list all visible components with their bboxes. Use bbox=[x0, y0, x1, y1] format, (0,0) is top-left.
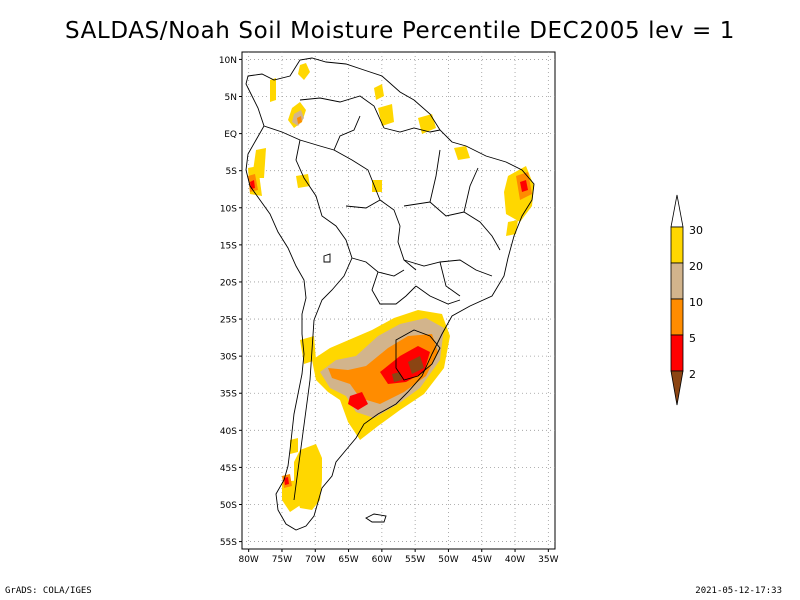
border-venezuela bbox=[299, 95, 385, 129]
latitude-labels: 10N 5N EQ 5S 10S 15S 20S 25S 30S 35S 40S 45S 50S 55S bbox=[219, 56, 242, 548]
lat-tick-label: 35S bbox=[220, 390, 237, 400]
border-brazil-states-1 bbox=[403, 201, 501, 251]
border-chile-argentina bbox=[293, 319, 315, 501]
lat-tick-label: 10S bbox=[220, 204, 237, 214]
colorbar-box-5 bbox=[670, 334, 684, 372]
border-uruguay bbox=[395, 329, 441, 381]
lake-titicaca bbox=[323, 253, 331, 263]
border-bolivia bbox=[345, 199, 405, 277]
shade-peru-yellow bbox=[296, 174, 310, 188]
shade-south-brown-2 bbox=[392, 372, 402, 382]
shade-colombia-orange bbox=[297, 116, 302, 124]
border-brazil-states-4 bbox=[415, 285, 461, 305]
lon-tick-label: 45W bbox=[472, 555, 492, 565]
border-peru bbox=[295, 139, 353, 259]
colorbar-label-10: 10 bbox=[689, 296, 703, 309]
falklands bbox=[365, 513, 387, 523]
border-brazil-west bbox=[333, 149, 417, 271]
map-title: SALDAS/Noah Soil Moisture Percentile DEC… bbox=[64, 18, 736, 44]
lon-tick-label: 60W bbox=[372, 555, 392, 565]
shade-amazon-yellow bbox=[372, 180, 382, 192]
shade-amapa-yellow bbox=[454, 146, 470, 160]
lat-tick-label: EQ bbox=[224, 130, 237, 140]
colorbar: 30 20 10 5 2 bbox=[670, 194, 703, 406]
lat-tick-label: 40S bbox=[220, 427, 237, 437]
border-guianas bbox=[383, 127, 441, 133]
lon-tick-label: 35W bbox=[538, 555, 558, 565]
footer-credit: GrADS: COLA/IGES bbox=[5, 586, 92, 596]
lon-tick-label: 50W bbox=[438, 555, 458, 565]
colorbar-label-2: 2 bbox=[689, 368, 696, 381]
lat-tick-label: 10N bbox=[219, 56, 237, 66]
lat-tick-label: 30S bbox=[220, 353, 237, 363]
colorbar-label-30: 30 bbox=[689, 224, 703, 237]
lat-tick-label: 15S bbox=[220, 241, 237, 251]
border-brazil-states-3 bbox=[403, 259, 493, 297]
shade-south-brown bbox=[408, 356, 424, 374]
footer-timestamp: 2021-05-12-17:33 bbox=[695, 586, 782, 596]
colorbar-box-10 bbox=[670, 298, 684, 336]
shade-guyana-yellow bbox=[378, 104, 394, 126]
colorbar-box-20 bbox=[670, 262, 684, 300]
south-america-coastline bbox=[245, 57, 535, 531]
lon-tick-label: 70W bbox=[305, 555, 325, 565]
shade-south-red-2 bbox=[348, 392, 368, 410]
lat-tick-label: 50S bbox=[220, 501, 237, 511]
shade-north-yellow-1 bbox=[298, 63, 310, 80]
shade-patagonia-red bbox=[284, 477, 289, 485]
shade-ecuador-red bbox=[250, 180, 255, 189]
shade-ne-brazil-red bbox=[520, 180, 528, 192]
shade-guiana-yellow bbox=[418, 114, 436, 134]
lat-tick-label: 20S bbox=[220, 278, 237, 288]
country-borders bbox=[245, 57, 535, 531]
border-argentina-north bbox=[313, 257, 353, 321]
border-brazil-states-2 bbox=[429, 149, 479, 213]
border-colombia bbox=[263, 115, 361, 151]
lon-tick-label: 65W bbox=[338, 555, 358, 565]
shade-north-yellow-2 bbox=[374, 84, 384, 100]
shade-venezuela-yellow bbox=[270, 78, 276, 102]
lat-tick-label: 55S bbox=[220, 538, 237, 548]
lat-tick-label: 5S bbox=[226, 167, 238, 177]
border-paraguay bbox=[371, 271, 417, 305]
lon-tick-label: 80W bbox=[238, 555, 258, 565]
lon-tick-label: 75W bbox=[272, 555, 292, 565]
colorbar-bottom-arrow bbox=[670, 370, 684, 406]
shade-patagonia-yellow-2 bbox=[282, 480, 302, 512]
lat-tick-label: 45S bbox=[220, 464, 237, 474]
percentile-shading bbox=[248, 63, 534, 512]
lon-tick-label: 55W bbox=[405, 555, 425, 565]
lon-tick-label: 40W bbox=[505, 555, 525, 565]
lat-tick-label: 25S bbox=[220, 316, 237, 326]
colorbar-label-20: 20 bbox=[689, 260, 703, 273]
colorbar-label-5: 5 bbox=[689, 332, 696, 345]
shade-chile-yellow bbox=[290, 438, 298, 454]
longitude-labels: 80W 75W 70W 65W 60W 55W 50W 45W 40W 35W bbox=[238, 549, 559, 565]
shade-east-brazil-yellow bbox=[506, 220, 518, 236]
colorbar-top-arrow bbox=[670, 194, 684, 228]
colorbar-box-30 bbox=[670, 226, 684, 264]
map-frame bbox=[241, 51, 556, 550]
lat-tick-label: 5N bbox=[225, 93, 237, 103]
